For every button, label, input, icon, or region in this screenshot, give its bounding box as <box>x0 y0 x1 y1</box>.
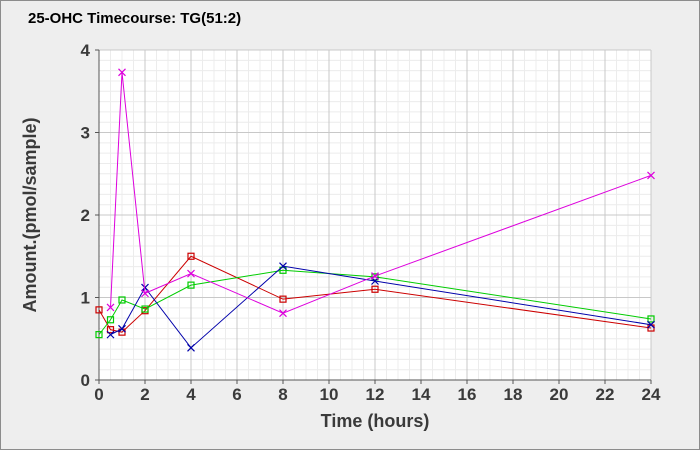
axes <box>95 49 652 384</box>
y-tick-label: 0 <box>81 371 90 390</box>
data-point <box>95 331 103 339</box>
data-point <box>118 296 126 304</box>
x-tick-label: 14 <box>412 385 431 404</box>
data-point <box>141 305 149 313</box>
x-tick-label: 22 <box>596 385 615 404</box>
x-tick-label: 20 <box>550 385 569 404</box>
data-point <box>279 309 287 318</box>
data-point <box>106 303 115 312</box>
x-tick-label: 24 <box>642 385 661 404</box>
x-tick-label: 0 <box>94 385 103 404</box>
series-group <box>95 68 655 352</box>
data-point <box>118 68 126 77</box>
x-tick-label: 6 <box>232 385 241 404</box>
data-point <box>106 326 115 334</box>
series-2 <box>95 266 655 339</box>
chart-title: 25-OHC Timecourse: TG(51:2) <box>28 10 242 27</box>
y-axis-label: Amount.(pmol/sample) <box>20 117 40 312</box>
series-4 <box>106 68 655 318</box>
x-axis-label: Time (hours) <box>321 411 430 431</box>
x-tick-label: 18 <box>504 385 523 404</box>
x-tick-label: 8 <box>278 385 287 404</box>
data-point <box>279 266 287 274</box>
data-point <box>187 269 195 278</box>
data-point <box>371 272 379 280</box>
data-point <box>118 324 126 333</box>
data-point <box>371 285 379 293</box>
data-point <box>187 252 195 260</box>
data-point <box>106 330 115 339</box>
data-point <box>279 262 287 271</box>
data-point <box>95 306 103 314</box>
x-tick-label: 2 <box>140 385 149 404</box>
data-point <box>106 316 115 324</box>
x-tick-label: 16 <box>458 385 477 404</box>
y-tick-label: 1 <box>81 289 90 308</box>
x-tick-label: 4 <box>186 385 196 404</box>
data-point <box>141 283 149 292</box>
data-point <box>647 171 655 180</box>
y-tick-label: 4 <box>81 41 91 60</box>
x-tick-label: 12 <box>366 385 385 404</box>
y-tick-label: 2 <box>81 206 90 225</box>
series-3 <box>106 262 655 352</box>
x-tick-label: 10 <box>320 385 339 404</box>
y-tick-label: 3 <box>81 124 90 143</box>
data-point <box>187 343 195 352</box>
data-point <box>647 315 655 323</box>
data-point <box>647 320 655 329</box>
data-point <box>279 295 287 303</box>
data-point <box>187 281 195 289</box>
data-point <box>141 289 149 298</box>
